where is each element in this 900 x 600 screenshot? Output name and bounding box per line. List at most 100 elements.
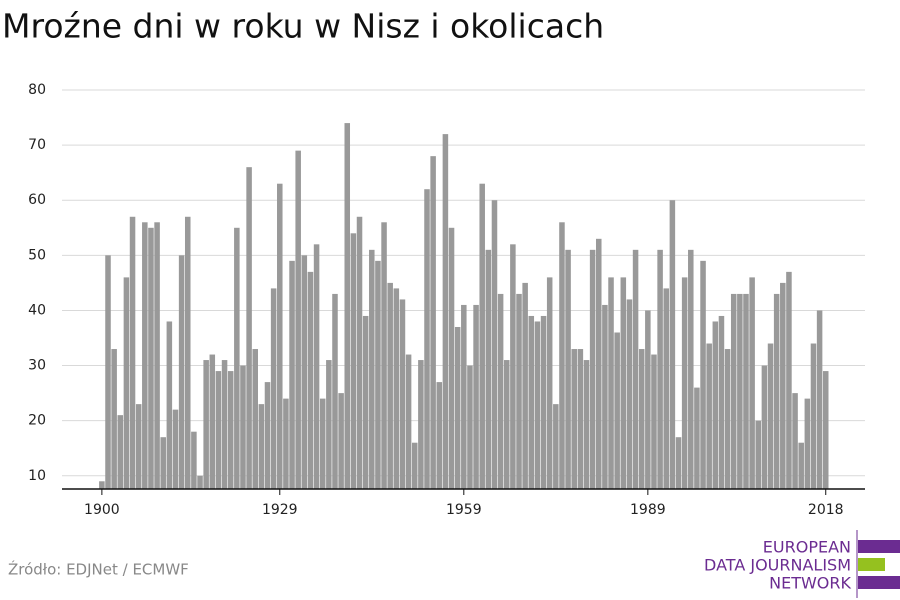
y-tick-label: 50 [28,247,46,263]
bar [522,282,528,489]
bar [369,249,375,489]
bar [712,321,719,489]
bar [743,293,749,489]
bar [589,249,596,489]
logo-block [858,540,900,553]
bar [424,189,430,489]
bar [135,404,142,489]
bar [111,349,117,489]
y-tick-label: 60 [28,192,46,208]
chart-title: Mroźne dni w roku w Nisz i okolicach [2,7,604,46]
bar [461,304,467,489]
bar [166,321,173,489]
bar [700,260,706,489]
bar [663,288,670,489]
bar [326,360,332,489]
bar [344,123,351,489]
bar [571,349,577,489]
bar [694,387,700,489]
bar [657,249,663,489]
bar [99,481,105,489]
bar [430,156,436,489]
bar [252,349,258,489]
bar [540,315,547,489]
bar [209,354,216,489]
bar [264,382,271,489]
bar [319,398,326,489]
bar [675,437,682,489]
bar [411,442,418,489]
bar [749,277,755,489]
bar [546,277,553,489]
bar [129,216,136,490]
bar [479,183,485,490]
bar [645,310,651,489]
bar [277,183,283,490]
bar [724,349,731,489]
bar [467,365,473,489]
logo-text: DATA JOURNALISM [704,556,851,575]
bar [528,315,535,489]
bar [172,409,179,489]
bar [142,222,148,489]
y-tick-label: 80 [28,82,46,98]
bar [718,315,725,489]
bar [448,227,455,489]
bar [307,271,314,489]
bar [399,299,406,489]
bar [497,293,504,489]
bar [822,371,829,489]
bar [191,431,197,489]
bar [473,304,479,489]
bar [620,277,627,489]
bar [301,255,308,489]
bar [160,437,166,489]
source: Źródło: EDJNet / ECMWF [8,560,189,579]
y-tick-label: 10 [28,468,46,484]
bar [583,360,590,489]
bar [596,238,602,489]
bar [559,222,565,489]
bar [221,360,228,489]
bar [313,244,320,489]
bar [810,343,817,489]
bar [215,371,222,489]
bar [767,343,774,489]
bar [105,255,111,489]
bar [117,415,124,489]
bar [178,255,185,489]
bar [375,260,381,489]
bar [516,293,522,489]
y-tick-label: 70 [28,137,46,153]
y-tick-label: 30 [28,358,46,374]
bar [491,200,498,489]
bar [816,310,823,489]
bar [780,282,786,489]
bar [184,216,191,490]
bar [626,299,633,489]
y-tick-label: 40 [28,302,46,318]
bar [804,398,811,489]
bar [669,200,676,489]
bar [503,360,510,489]
bar [405,354,412,489]
x-tick-label: 1989 [630,502,666,518]
bar [270,288,277,489]
bar [602,304,608,489]
bar [234,227,240,489]
bar [295,150,301,490]
bar [258,404,265,489]
bar [773,293,780,489]
bar [730,293,737,489]
bar [123,277,130,489]
logo-block [858,558,885,571]
bar [393,288,400,489]
bar [761,365,768,489]
x-tick-label: 1900 [84,502,120,518]
bar [565,249,571,489]
bar [436,382,443,489]
y-tick-label: 20 [28,413,46,429]
bar [651,354,657,489]
x-tick-label: 1959 [446,502,482,518]
